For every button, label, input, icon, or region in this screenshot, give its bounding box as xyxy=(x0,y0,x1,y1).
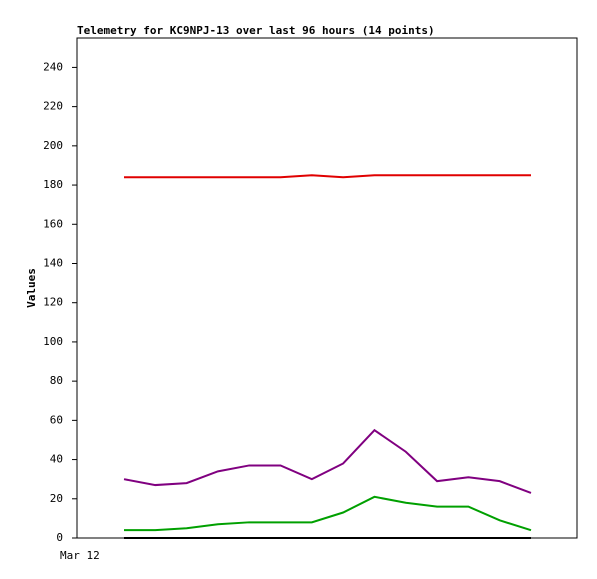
y-tick-label: 60 xyxy=(50,413,63,426)
series-line xyxy=(123,428,532,494)
y-axis-label: Values xyxy=(25,268,38,308)
x-start-label: Mar 12 xyxy=(60,549,100,562)
y-tick-label: 80 xyxy=(50,374,63,387)
y-tick-label: 140 xyxy=(43,256,63,269)
y-tick-label: 200 xyxy=(43,139,63,152)
y-tick-label: 0 xyxy=(56,531,63,544)
y-tick-label: 120 xyxy=(43,296,63,309)
plot-frame xyxy=(76,37,578,539)
y-tick-label: 180 xyxy=(43,178,63,191)
series-line xyxy=(124,495,532,532)
y-tick-label: 160 xyxy=(43,217,63,230)
y-tick-label: 240 xyxy=(43,60,63,73)
series-line xyxy=(124,174,531,179)
y-tick-label: 20 xyxy=(50,492,63,505)
y-tick-label: 40 xyxy=(50,453,63,466)
y-tick-label: 220 xyxy=(43,100,63,113)
y-tick-label: 100 xyxy=(43,335,63,348)
chart-title: Telemetry for KC9NPJ-13 over last 96 hou… xyxy=(77,24,435,37)
